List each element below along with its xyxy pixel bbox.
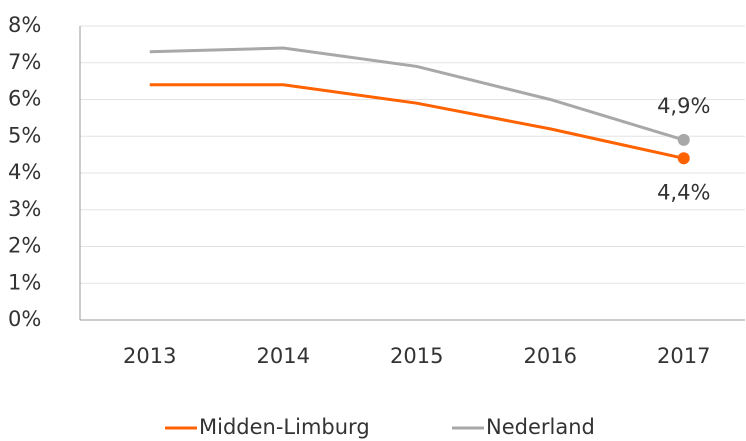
x-tick-label: 2016 bbox=[524, 344, 577, 368]
data-label: 4,9% bbox=[657, 94, 710, 118]
legend-label: Nederland bbox=[486, 415, 595, 439]
data-label: 4,4% bbox=[657, 180, 710, 204]
series-line bbox=[149, 46, 685, 142]
y-tick-label: 8% bbox=[8, 13, 41, 37]
x-tick-label: 2017 bbox=[657, 344, 710, 368]
y-tick-label: 5% bbox=[8, 123, 41, 147]
y-tick-label: 4% bbox=[8, 160, 41, 184]
end-marker bbox=[677, 152, 690, 165]
y-tick-label: 6% bbox=[8, 87, 41, 111]
legend-label: Midden-Limburg bbox=[199, 415, 370, 439]
y-tick-label: 1% bbox=[8, 270, 41, 294]
x-tick-label: 2013 bbox=[123, 344, 176, 368]
y-tick-label: 0% bbox=[8, 307, 41, 331]
y-tick-label: 2% bbox=[8, 234, 41, 258]
x-tick-label: 2015 bbox=[390, 344, 443, 368]
y-tick-label: 7% bbox=[8, 50, 41, 74]
end-marker bbox=[677, 133, 690, 146]
series-line bbox=[149, 83, 685, 160]
y-tick-label: 3% bbox=[8, 197, 41, 221]
x-tick-label: 2014 bbox=[257, 344, 310, 368]
